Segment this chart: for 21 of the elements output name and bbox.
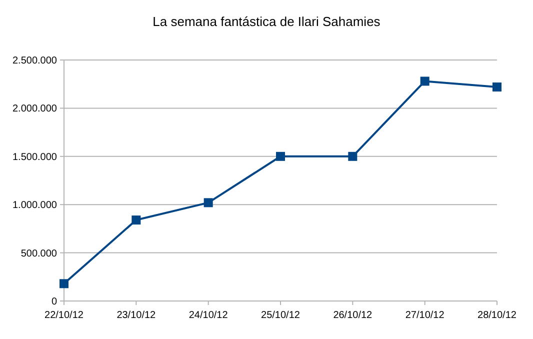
x-tick-label: 27/10/12 — [405, 310, 445, 321]
y-tick-label: 1.500.000 — [12, 152, 58, 163]
x-tick-label: 26/10/12 — [333, 310, 373, 321]
y-tick-label: 2.000.000 — [12, 104, 58, 115]
x-tick-label: 23/10/12 — [116, 310, 156, 321]
point — [276, 152, 285, 161]
point — [492, 82, 502, 92]
x-tick-label: 24/10/12 — [188, 310, 228, 321]
y-tick-label: 500.000 — [20, 248, 58, 260]
point — [348, 152, 358, 161]
point — [60, 279, 68, 288]
point — [420, 76, 430, 86]
chart-title: La semana fantástica de Ilari Sahamies — [152, 14, 381, 29]
x-tick-label: 28/10/12 — [478, 310, 517, 321]
y-tick-label: 1.000.000 — [12, 200, 58, 212]
point — [132, 216, 141, 225]
x-tick-label: 25/10/12 — [261, 310, 300, 321]
x-tick-label: 22/10/12 — [44, 310, 84, 321]
point — [204, 198, 213, 208]
y-tick-label: 2.500.000 — [12, 56, 58, 66]
y-tick-label: 0 — [51, 296, 58, 308]
